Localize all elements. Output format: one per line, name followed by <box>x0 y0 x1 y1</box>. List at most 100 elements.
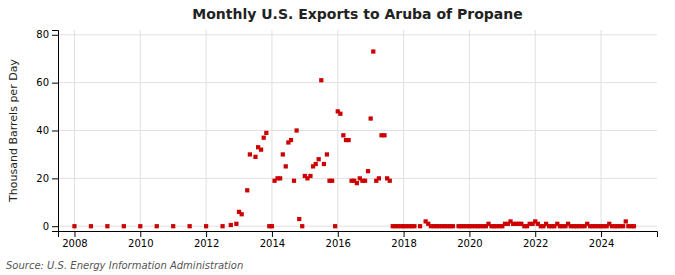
point <box>262 136 266 140</box>
x-tick-mark <box>469 231 470 237</box>
points <box>72 49 636 228</box>
point <box>229 223 233 227</box>
grid-line-y <box>58 178 657 179</box>
point <box>155 224 159 228</box>
source-note: Source: U.S. Energy Information Administ… <box>6 260 243 271</box>
y-tick-label: 20 <box>36 173 49 184</box>
y-tick: 0 <box>43 221 58 232</box>
x-tick-label: 2012 <box>194 238 219 249</box>
y-tick: 40 <box>36 125 58 136</box>
grid-line-y <box>58 82 657 83</box>
point <box>270 224 274 228</box>
grid <box>58 30 657 231</box>
grid-line-x <box>403 30 404 231</box>
point <box>240 212 244 216</box>
x-tick-label: 2014 <box>260 238 285 249</box>
x-tick-label: 2022 <box>523 238 548 249</box>
y-tick-label: 60 <box>36 77 49 88</box>
y-tick-mark <box>52 131 58 132</box>
y-tick: 60 <box>36 77 58 88</box>
point <box>259 148 263 152</box>
point <box>314 162 318 166</box>
x-tick-mark <box>404 231 405 237</box>
x-tick: 2018 <box>391 231 416 249</box>
grid-line-x <box>337 30 338 231</box>
point <box>319 78 323 82</box>
point <box>325 152 329 156</box>
point <box>624 219 628 223</box>
point <box>632 224 636 228</box>
point <box>253 155 257 159</box>
point <box>204 224 208 228</box>
y-tick: 20 <box>36 173 58 184</box>
chart: 2008 2010 2012 2014 2016 2018 2020 2022 2024 0 20 4… <box>0 0 675 275</box>
y-tick-mark <box>52 83 58 84</box>
point <box>245 188 249 192</box>
point <box>294 128 298 132</box>
point <box>248 152 252 156</box>
point <box>333 224 337 228</box>
x-axis: 2008 2010 2012 2014 2016 2018 2020 2022 2024 <box>59 231 658 249</box>
point <box>621 224 625 228</box>
grid-line-x <box>601 30 602 231</box>
x-tick-mark <box>140 231 141 237</box>
point <box>338 112 342 116</box>
point <box>322 162 326 166</box>
x-tick: 2024 <box>589 231 614 249</box>
point <box>278 176 282 180</box>
grid-line-x <box>140 30 141 231</box>
x-tick: 2020 <box>457 231 482 249</box>
point <box>355 181 359 185</box>
point <box>300 224 304 228</box>
x-tick-mark <box>535 231 536 237</box>
point <box>382 133 386 137</box>
point <box>105 224 109 228</box>
point <box>317 157 321 161</box>
plot: 2008 2010 2012 2014 2016 2018 2020 2022 2024 0 20 4… <box>36 29 657 249</box>
x-tick-mark <box>338 231 339 237</box>
point <box>412 224 416 228</box>
y-tick-label: 80 <box>36 29 49 40</box>
grid-line-x <box>206 30 207 231</box>
y-tick-mark <box>52 35 58 36</box>
x-tick-mark <box>272 231 273 237</box>
y-tick: 80 <box>36 29 58 40</box>
x-tick-label: 2018 <box>391 238 416 249</box>
x-axis-line <box>59 232 658 238</box>
y-tick-mark <box>52 178 58 179</box>
point <box>289 138 293 142</box>
point <box>138 224 142 228</box>
point <box>72 224 76 228</box>
point <box>330 179 334 183</box>
x-tick: 2010 <box>128 231 153 249</box>
point <box>122 224 126 228</box>
point <box>371 49 375 53</box>
x-tick-label: 2024 <box>589 238 614 249</box>
grid-line-x <box>535 30 536 231</box>
point <box>284 164 288 168</box>
x-tick-label: 2016 <box>326 238 351 249</box>
point <box>341 133 345 137</box>
y-axis-title: Thousand Barrels per Day <box>7 59 20 203</box>
y-tick-mark <box>52 226 58 227</box>
point <box>418 224 422 228</box>
x-tick: 2022 <box>523 231 548 249</box>
point <box>171 224 175 228</box>
x-tick-mark <box>206 231 207 237</box>
x-tick-label: 2020 <box>457 238 482 249</box>
y-tick-label: 40 <box>36 125 49 136</box>
x-tick-label: 2008 <box>62 238 87 249</box>
grid-line-y <box>58 34 657 35</box>
point <box>234 222 238 226</box>
grid-line-x <box>74 30 75 231</box>
grid-line-x <box>469 30 470 231</box>
x-tick: 2008 <box>62 231 87 249</box>
point <box>363 179 367 183</box>
point <box>292 179 296 183</box>
y-tick-label: 0 <box>43 221 49 232</box>
point <box>281 152 285 156</box>
point <box>264 131 268 135</box>
point <box>220 224 224 228</box>
point <box>89 224 93 228</box>
point <box>366 169 370 173</box>
